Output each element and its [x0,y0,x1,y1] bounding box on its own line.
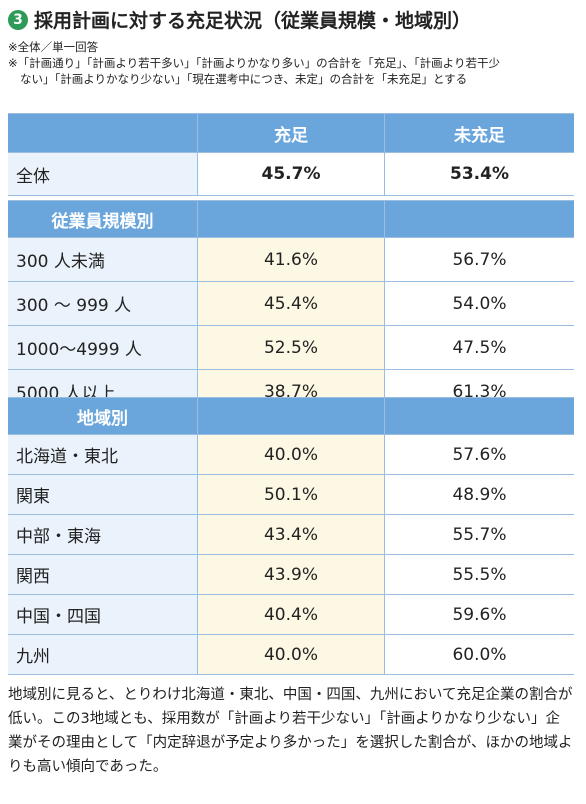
cell-value: 55.5% [385,555,574,594]
cell-value: 45.4% [198,282,385,325]
row-label: 関東 [8,475,198,514]
cell-value: 41.6% [198,238,385,281]
paragraph: 地域別に見ると、とりわけ北海道・東北、中国・四国、九州において充足企業の割合が低… [8,687,573,775]
title: 採用計画に対する充足状況（従業員規模・地域別） [34,10,472,32]
data-row: 中部・東海 43.4% 55.7% [8,515,574,555]
data-row: 1000～4999 人 52.5% 47.5% [8,326,574,370]
header-blank [198,398,385,434]
table-block: 従業員規模別 300 人未満 41.6% 56.7% 300 ～ 999 人 45.4% 5… [8,200,574,414]
cell-value: 55.7% [385,515,574,554]
cell-value: 56.7% [385,238,574,281]
cell-value: 59.6% [385,595,574,634]
total-row: 全体 45.7% 53.4% [8,153,574,196]
row-label: 九州 [8,635,198,674]
data-row: 北海道・東北 40.0% 57.6% [8,435,574,475]
header-blank [198,201,385,237]
row-label: 関西 [8,555,198,594]
header-blank [385,398,574,434]
cell-value: 60.0% [385,635,574,674]
cell-value: 40.4% [198,595,385,634]
cell-value: 43.4% [198,515,385,554]
row-label: 1000～4999 人 [8,326,198,369]
row-label: 中部・東海 [8,515,198,554]
cell-value: 50.1% [198,475,385,514]
cell-value: 43.9% [198,555,385,594]
header-blank [385,201,574,237]
row-label: 北海道・東北 [8,435,198,474]
table-block: 充足 未充足 全体 45.7% 53.4% [8,113,574,196]
row-label: 中国・四国 [8,595,198,634]
cell-value: 45.7% [198,153,385,195]
cell-value: 充足 [198,114,385,152]
data-row: 中国・四国 40.4% 59.6% [8,595,574,635]
row-label: 全体 [8,153,198,195]
cell-value: 40.0% [198,435,385,474]
note: ない」「計画よりかなり少ない」「現在選考中につき、未定」の合計を「未充足」とする [20,72,468,86]
data-row: 300 ～ 999 人 45.4% 54.0% [8,282,574,326]
cell-value: 53.4% [385,153,574,195]
row-label: 地域別 [8,398,198,434]
data-row: 関東 50.1% 48.9% [8,475,574,515]
cell-value: 57.6% [385,435,574,474]
row-label: 300 ～ 999 人 [8,282,198,325]
row-label: 300 人未満 [8,238,198,281]
header-row: 充足 未充足 [8,114,574,153]
data-row: 関西 43.9% 55.5% [8,555,574,595]
cell-value: 54.0% [385,282,574,325]
row-label: 従業員規模別 [8,201,198,237]
table-block: 地域別 北海道・東北 40.0% 57.6% 関東 50.1% 48.9% 中部・東海 43.4… [8,397,574,675]
cell-value: 47.5% [385,326,574,369]
cell-value: 40.0% [198,635,385,674]
row-label [8,114,198,152]
note: ※全体／単一回答 [8,40,99,54]
cell-value: 48.9% [385,475,574,514]
section-header: 従業員規模別 [8,201,574,238]
data-row: 300 人未満 41.6% 56.7% [8,238,574,282]
section-header: 地域別 [8,398,574,435]
title-bar: 3 採用計画に対する充足状況（従業員規模・地域別） [8,6,471,33]
note: ※「計画通り」「計画より若干多い」「計画よりかなり多い」の合計を「充足」、「計画… [8,56,500,70]
section-number: 3 [8,9,28,30]
cell-value: 未充足 [385,114,574,152]
cell-value: 52.5% [198,326,385,369]
data-row: 九州 40.0% 60.0% [8,635,574,675]
